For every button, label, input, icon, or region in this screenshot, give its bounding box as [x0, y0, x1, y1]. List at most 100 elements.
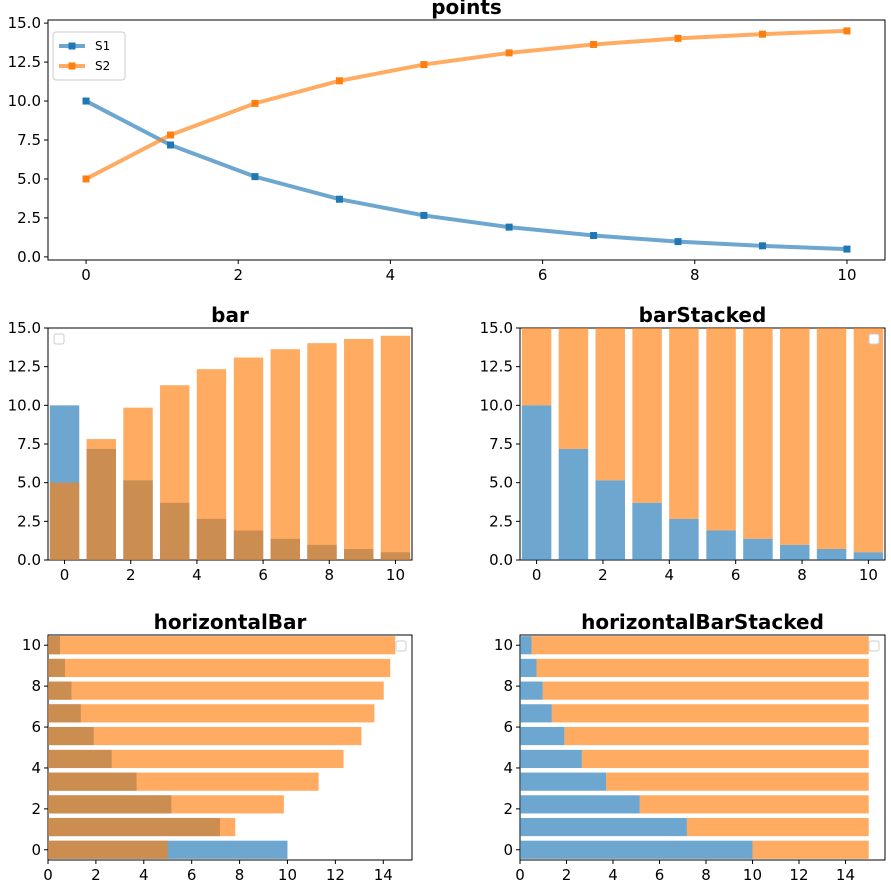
hbar-S1: [520, 817, 687, 837]
hbar-S1: [520, 772, 607, 791]
hbar-S1: [520, 704, 552, 723]
bar-S2: [669, 328, 699, 519]
hbar-S2: [48, 749, 344, 769]
y-tick-label: 0: [31, 841, 41, 859]
bar-S2: [160, 385, 190, 560]
y-tick-label: 5.0: [17, 474, 41, 492]
data-point: [758, 242, 766, 250]
legend-marker: [68, 42, 76, 50]
hbar-S2: [581, 749, 869, 769]
y-tick-label: 8: [31, 677, 41, 695]
bar-S2: [270, 349, 300, 560]
y-tick-label: 10: [22, 636, 41, 654]
hbar-S2: [48, 658, 391, 678]
x-tick-label: 10: [837, 266, 856, 284]
bar-S2: [86, 439, 116, 560]
legend-box: [53, 333, 65, 345]
bar-S1: [779, 544, 810, 560]
y-tick-label: 7.5: [17, 435, 41, 453]
data-point: [674, 238, 682, 246]
hbar-S2: [48, 681, 384, 700]
bar-S1: [558, 448, 589, 560]
legend-label: S1: [95, 39, 110, 53]
data-point: [843, 245, 851, 253]
bar-S2: [307, 343, 337, 560]
hbar-S2: [531, 636, 869, 655]
x-tick-label: 8: [235, 866, 245, 884]
bar-S2: [380, 335, 411, 560]
y-tick-label: 10: [494, 636, 513, 654]
bar-S1: [595, 480, 626, 560]
hbar-S2: [48, 636, 396, 655]
axes-5: horizontalBarStacked 0 2 4 6 8 10 12 14 0 2 4 6 8 10: [494, 610, 886, 884]
y-tick-label: 4: [503, 759, 513, 777]
y-tick-label: 0.0: [489, 551, 513, 569]
y-tick-label: 15.0: [480, 319, 513, 337]
x-tick-label: 4: [608, 866, 618, 884]
y-tick-label: 2: [31, 800, 41, 818]
hbar-S2: [542, 681, 869, 700]
bar-S2: [595, 328, 626, 481]
bar-S1: [743, 538, 773, 560]
data-point: [82, 175, 90, 183]
y-tick-label: 10.0: [8, 92, 41, 110]
bar-S1: [669, 518, 699, 560]
bar-S2: [521, 328, 552, 406]
y-tick-label: 8: [503, 677, 513, 695]
y-tick-label: 15.0: [8, 14, 41, 32]
chart-title: barStacked: [639, 303, 767, 327]
y-tick-label: 7.5: [17, 131, 41, 149]
data-point: [420, 61, 428, 69]
x-tick-label: 10: [859, 566, 878, 584]
y-tick-label: 2.5: [17, 512, 41, 530]
bar-S2: [853, 328, 884, 553]
legend-box: [868, 333, 880, 345]
data-point: [674, 34, 682, 42]
legend-box: [868, 640, 880, 652]
y-tick-label: 10.0: [8, 396, 41, 414]
y-tick-label: 0: [503, 841, 513, 859]
y-tick-label: 5.0: [489, 474, 513, 492]
data-point: [251, 99, 259, 107]
x-tick-label: 8: [701, 866, 711, 884]
chart-title: points: [431, 0, 502, 19]
y-tick-label: 0.0: [17, 551, 41, 569]
hbar-S2: [48, 817, 236, 837]
x-tick-label: 12: [789, 866, 808, 884]
hbar-S2: [606, 772, 869, 791]
data-point: [843, 27, 851, 35]
hbar-S1: [520, 795, 640, 814]
data-point: [82, 97, 90, 105]
bar-S1: [853, 552, 884, 560]
y-tick-label: 12.5: [8, 53, 41, 71]
x-tick-label: 6: [731, 566, 741, 584]
hbar-S1: [520, 636, 532, 655]
y-tick-label: 2.5: [489, 512, 513, 530]
x-tick-label: 8: [324, 566, 334, 584]
x-tick-label: 0: [515, 866, 525, 884]
bar-S1: [816, 549, 847, 560]
x-tick-label: 14: [836, 866, 855, 884]
x-tick-label: 6: [655, 866, 665, 884]
x-tick-label: 4: [192, 566, 202, 584]
hbar-S2: [639, 795, 869, 814]
legend-box: [395, 640, 407, 652]
bar-S1: [632, 502, 662, 560]
bar-S2: [123, 407, 153, 560]
bar-S2: [49, 482, 80, 560]
y-tick-label: 7.5: [489, 435, 513, 453]
hbar-S2: [48, 772, 319, 791]
hbar-S2: [48, 840, 168, 859]
axes-frame: [47, 634, 413, 861]
bar-S2: [779, 328, 810, 545]
hbar-S2: [48, 704, 375, 723]
data-point: [420, 211, 428, 219]
chart-title: horizontalBar: [154, 610, 307, 634]
bar-S2: [196, 369, 227, 560]
y-tick-label: 2: [503, 800, 513, 818]
data-point: [590, 40, 598, 48]
x-tick-label: 4: [139, 866, 149, 884]
